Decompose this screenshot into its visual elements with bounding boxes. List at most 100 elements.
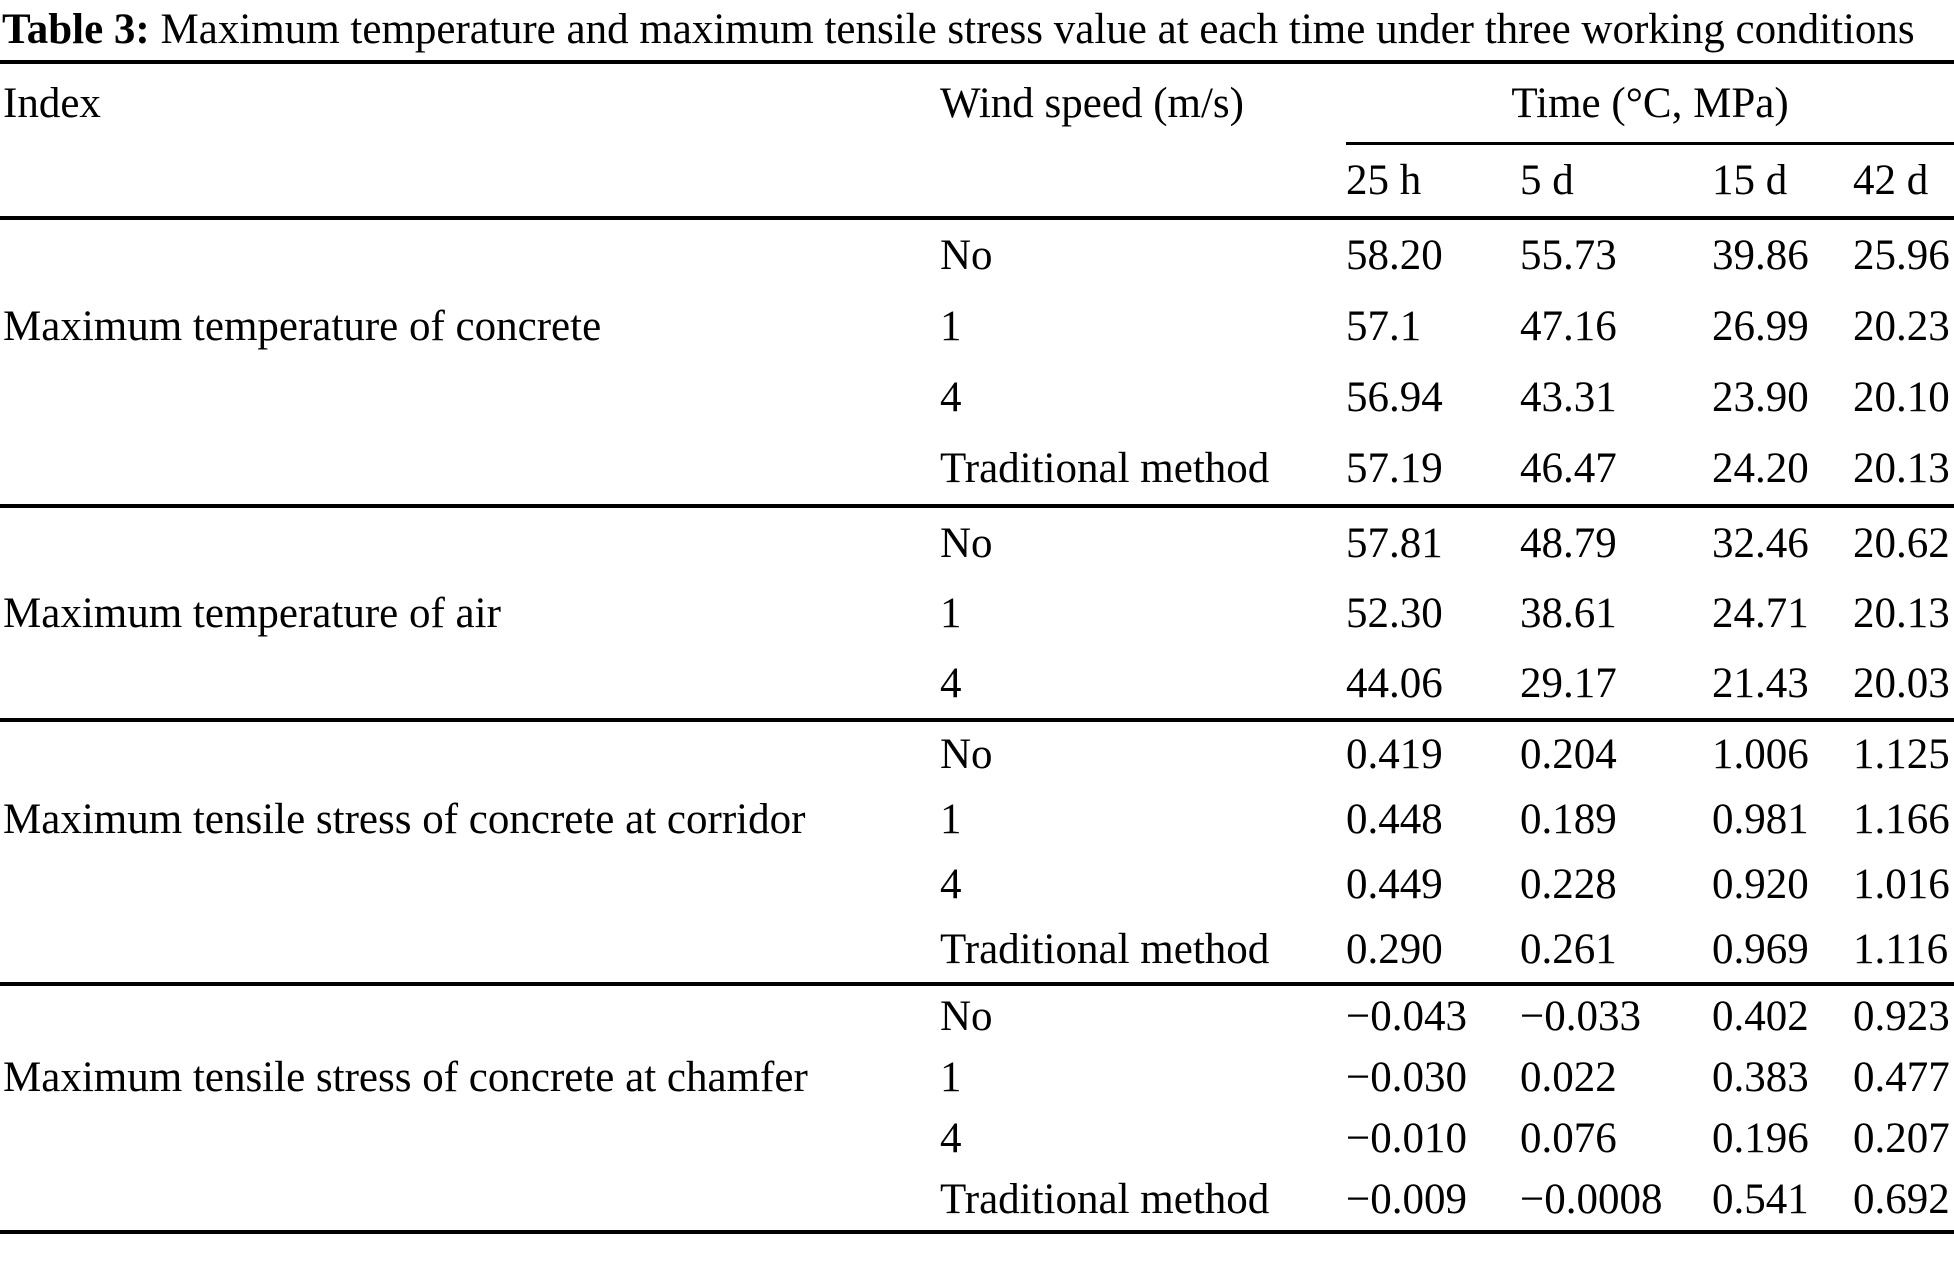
table-row: No 0.419 0.204 1.006 1.125 [0, 720, 1954, 787]
value-cell: 23.90 [1712, 374, 1809, 421]
table-caption-text: Maximum temperature and maximum tensile … [149, 6, 1915, 53]
value-cell: 24.71 [1712, 589, 1809, 637]
index-cell [0, 984, 940, 1047]
value-cell: 38.61 [1520, 589, 1617, 637]
table-row: Traditional method 57.19 46.47 24.20 20.13 [0, 433, 1954, 506]
value-cell: 57.81 [1346, 519, 1443, 567]
index-cell [0, 1108, 940, 1169]
value-cell: 1.125 [1853, 731, 1950, 778]
row-group: No 0.419 0.204 1.006 1.125 Maximum tensile st… [0, 720, 1954, 984]
value-cell: 20.03 [1853, 659, 1950, 707]
col-header-time-group: Time (°C, MPa) [1346, 62, 1954, 145]
wind-speed-cell: Traditional method [940, 926, 1270, 973]
value-cell: 52.30 [1346, 589, 1443, 637]
value-cell: 20.62 [1853, 519, 1950, 567]
table-row: 4 44.06 29.17 21.43 20.03 [0, 648, 1954, 720]
table-row: 4 56.94 43.31 23.90 20.10 [0, 362, 1954, 433]
value-cell: 0.189 [1520, 796, 1617, 843]
value-cell: 56.94 [1346, 374, 1443, 421]
value-cell: 0.449 [1346, 861, 1443, 908]
value-cell: 0.448 [1346, 796, 1443, 843]
wind-speed-cell: 1 [940, 796, 962, 843]
value-cell: 57.19 [1346, 445, 1443, 492]
value-cell: 44.06 [1346, 659, 1443, 707]
col-header-time-42d: 42 d [1853, 157, 1929, 204]
value-cell: 39.86 [1712, 232, 1809, 279]
index-cell: Maximum tensile stress of concrete at ch… [3, 1054, 808, 1101]
row-group: No 58.20 55.73 39.86 25.96 Maximum temperatur… [0, 218, 1954, 506]
header-row-sub: 25 h 5 d 15 d 42 d [0, 144, 1954, 219]
value-cell: 0.076 [1520, 1115, 1617, 1162]
wind-speed-cell: 1 [940, 1054, 962, 1101]
value-cell: 1.006 [1712, 731, 1809, 778]
value-cell: 0.402 [1712, 993, 1809, 1040]
value-cell: −0.043 [1346, 993, 1468, 1040]
table-row: Traditional method 0.290 0.261 0.969 1.116 [0, 917, 1954, 984]
index-cell [0, 917, 940, 984]
row-group: No 57.81 48.79 32.46 20.62 Maximum temperatur… [0, 506, 1954, 720]
value-cell: 57.1 [1346, 303, 1422, 350]
value-cell: 55.73 [1520, 232, 1617, 279]
value-cell: 24.20 [1712, 445, 1809, 492]
value-cell: 1.016 [1853, 861, 1950, 908]
value-cell: 47.16 [1520, 303, 1617, 350]
wind-speed-cell: 4 [940, 659, 962, 707]
wind-speed-cell: Traditional method [940, 1176, 1270, 1223]
wind-speed-cell: 1 [940, 589, 962, 637]
value-cell: 20.10 [1853, 374, 1950, 421]
index-cell: Maximum temperature of air [3, 589, 501, 637]
table-row: Traditional method −0.009 −0.0008 0.541 0.69… [0, 1169, 1954, 1232]
index-cell [0, 362, 940, 433]
value-cell: 25.96 [1853, 232, 1950, 279]
value-cell: −0.010 [1346, 1115, 1468, 1162]
value-cell: 0.541 [1712, 1176, 1809, 1223]
wind-speed-cell: 4 [940, 1115, 962, 1162]
value-cell: 20.23 [1853, 303, 1950, 350]
index-cell [0, 720, 940, 787]
value-cell: −0.009 [1346, 1176, 1468, 1223]
value-cell: 0.204 [1520, 731, 1617, 778]
index-cell [0, 433, 940, 506]
table-row: Maximum temperature of concrete 1 57.1 47.1… [0, 291, 1954, 362]
value-cell: 0.920 [1712, 861, 1809, 908]
table-row: No 58.20 55.73 39.86 25.96 [0, 218, 1954, 291]
col-header-time-5d: 5 d [1520, 157, 1574, 204]
wind-speed-cell: Traditional method [940, 445, 1270, 492]
value-cell: −0.030 [1346, 1054, 1468, 1101]
value-cell: 1.166 [1853, 796, 1950, 843]
value-cell: 21.43 [1712, 659, 1809, 707]
index-cell [0, 852, 940, 917]
row-group: No −0.043 −0.033 0.402 0.923 Maximum tensile … [0, 984, 1954, 1232]
value-cell: 0.419 [1346, 731, 1443, 778]
table-caption-label: Table 3: [2, 6, 150, 53]
value-cell: 1.116 [1853, 926, 1949, 973]
col-header-index: Index [3, 80, 101, 128]
wind-speed-cell: No [940, 731, 993, 778]
value-cell: 20.13 [1853, 589, 1950, 637]
wind-speed-cell: 1 [940, 303, 962, 350]
value-cell: 0.923 [1853, 993, 1950, 1040]
table-row: No 57.81 48.79 32.46 20.62 [0, 506, 1954, 578]
value-cell: 0.477 [1853, 1054, 1950, 1101]
wind-speed-cell: 4 [940, 374, 962, 421]
value-cell: 0.981 [1712, 796, 1809, 843]
header-spacer-cell [940, 144, 1346, 219]
value-cell: 58.20 [1346, 232, 1443, 279]
value-cell: 0.196 [1712, 1115, 1809, 1162]
value-cell: 0.261 [1520, 926, 1617, 973]
index-cell [0, 506, 940, 578]
value-cell: 29.17 [1520, 659, 1617, 707]
table-row: Maximum tensile stress of concrete at ch… [0, 1047, 1954, 1108]
index-cell: Maximum temperature of concrete [3, 303, 602, 350]
table-row: 4 0.449 0.228 0.920 1.016 [0, 852, 1954, 917]
value-cell: 0.228 [1520, 861, 1617, 908]
value-cell: 0.383 [1712, 1054, 1809, 1101]
header-row-top: Index Wind speed (m/s) Time (°C, MPa) [0, 62, 1954, 145]
value-cell: 0.290 [1346, 926, 1443, 973]
value-cell: 26.99 [1712, 303, 1809, 350]
table-row: Maximum temperature of air 1 52.30 38.61 24.… [0, 578, 1954, 648]
value-cell: −0.0008 [1520, 1176, 1663, 1223]
wind-speed-cell: No [940, 232, 993, 279]
wind-speed-cell: 4 [940, 861, 962, 908]
wind-speed-cell: No [940, 519, 993, 567]
